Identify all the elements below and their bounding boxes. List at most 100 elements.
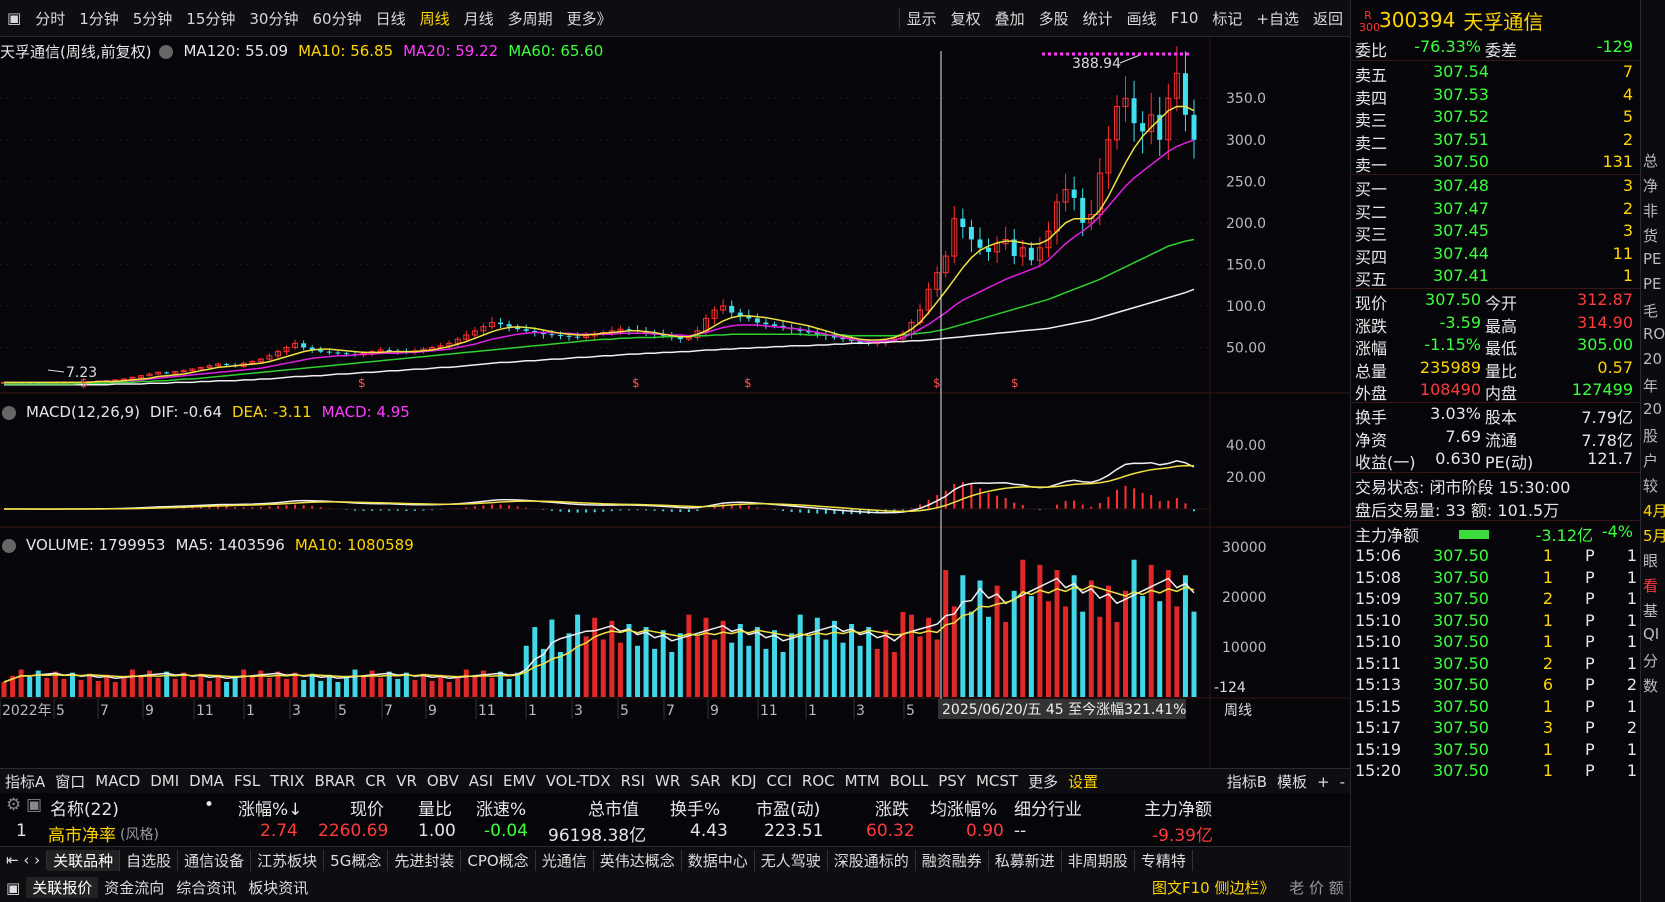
volume-bar [463,669,469,697]
col-pe[interactable]: 市盈(动) [756,800,821,820]
indicator-tab-15[interactable]: WR [654,772,681,790]
col-diff[interactable]: 涨跌 [875,800,909,820]
indicator-tab-25[interactable]: 设置 [1068,772,1099,791]
f10-sidebar-link[interactable]: 图文F10 侧边栏》 [1152,879,1275,897]
settings-gear-icon[interactable]: ⚙ [6,795,22,815]
sector-tab-14[interactable]: 非周期股 [1062,849,1135,871]
period-tab-9[interactable]: 多周期 [507,9,553,28]
col-turnover[interactable]: 换手% [670,800,721,820]
sidebar-edge[interactable]: 总净非货 PE PE 毛 RO 20 年 20 股户较 4月 5月眼看基 QI 分数 [1640,0,1665,902]
indicator-tab-18[interactable]: CCI [766,772,792,790]
period-tab-4[interactable]: 30分钟 [249,9,299,28]
action-button-9[interactable]: 返回 [1312,9,1343,28]
action-button-2[interactable]: 叠加 [994,9,1025,28]
action-button-0[interactable]: 显示 [898,7,944,29]
indicator-tab-3[interactable]: DMI [150,772,180,790]
indicator-tab-9[interactable]: VR [396,772,417,790]
sector-tab-8[interactable]: 英伟达概念 [594,849,682,871]
kline-chart-svg[interactable]: 350.0 300.0 250.0 200.0 150.0 100.0 50.00 40.00… [0,37,1350,767]
action-button-6[interactable]: F10 [1170,9,1199,27]
sector-nav-left-icon[interactable]: ⇤ ‹ › [0,851,48,869]
indicator-tab-23[interactable]: MCST [975,772,1019,790]
info-menu-icon[interactable]: ▣ [6,878,21,897]
col-price[interactable]: 现价 [350,800,384,820]
period-tab-0[interactable]: 分时 [35,9,66,28]
period-tab-1[interactable]: 1分钟 [79,9,119,28]
volume-bar [1105,585,1111,697]
indicator-tab-11[interactable]: ASI [468,772,493,790]
sector-tab-0[interactable]: 关联品种 [47,849,121,871]
col-avg-change[interactable]: 均涨幅% [930,800,998,820]
legend-toggle-icon[interactable] [159,45,174,59]
action-button-3[interactable]: 多股 [1038,9,1069,28]
period-tab-2[interactable]: 5分钟 [132,9,173,28]
sector-tab-7[interactable]: 光通信 [536,849,594,871]
sector-tab-13[interactable]: 私募新进 [989,849,1062,871]
sector-tab-4[interactable]: 5G概念 [324,849,389,871]
volume-toggle-icon[interactable] [2,539,16,553]
row-name[interactable]: 高市净率 [48,826,116,846]
list-layout-icon[interactable]: ▣ [26,795,43,815]
action-button-5[interactable]: 画线 [1126,9,1157,28]
period-tab-3[interactable]: 15分钟 [186,9,236,28]
sector-tab-10[interactable]: 无人驾驶 [755,849,828,871]
sector-tab-12[interactable]: 融资融券 [916,849,989,871]
col-speed[interactable]: 涨速% [476,800,527,820]
indicator-tab-22[interactable]: PSY [938,772,966,790]
kline-chart-area[interactable]: 350.0 300.0 250.0 200.0 150.0 100.0 50.00 40.00… [0,37,1350,767]
indicator-tab-10[interactable]: OBV [426,772,459,790]
info-tab-3[interactable]: 板块资讯 [248,879,309,897]
indicator-tab-6[interactable]: TRIX [270,772,305,790]
action-button-7[interactable]: 标记 [1212,9,1243,28]
indicator-right-2[interactable]: + [1317,772,1330,791]
action-button-1[interactable]: 复权 [950,9,981,28]
indicator-tab-5[interactable]: FSL [233,772,261,790]
indicator-tab-2[interactable]: MACD [95,772,141,790]
indicator-right-3[interactable]: - [1339,772,1345,791]
col-change-pct[interactable]: 涨幅%↓ [238,800,303,820]
macd-toggle-icon[interactable] [2,406,16,420]
indicator-tab-13[interactable]: VOL-TDX [545,772,611,790]
info-tab-2[interactable]: 综合资讯 [176,879,237,897]
indicator-tab-21[interactable]: BOLL [889,772,929,790]
sector-tab-15[interactable]: 专精特 [1135,849,1193,871]
indicator-tab-12[interactable]: EMV [503,772,536,790]
sector-tab-1[interactable]: 自选股 [120,849,179,871]
sector-tab-6[interactable]: CPO概念 [461,849,536,871]
col-market-cap[interactable]: 总市值 [588,800,639,820]
period-tab-6[interactable]: 日线 [375,9,406,28]
sector-tab-3[interactable]: 江苏板块 [251,849,325,871]
indicator-tab-14[interactable]: RSI [620,772,645,790]
indicator-tab-0[interactable]: 指标A [5,772,46,791]
period-tab-5[interactable]: 60分钟 [312,9,362,28]
action-button-8[interactable]: +自选 [1256,9,1299,28]
indicator-right-0[interactable]: 指标B [1226,772,1267,791]
indicator-tab-16[interactable]: SAR [690,772,721,790]
sector-tab-5[interactable]: 先进封装 [388,849,462,871]
col-volume-ratio[interactable]: 量比 [418,800,452,820]
sector-tab-11[interactable]: 深股通标的 [828,849,916,871]
indicator-tab-7[interactable]: BRAR [314,772,356,790]
action-button-4[interactable]: 统计 [1082,9,1113,28]
period-tab-10[interactable]: 更多》 [566,9,612,28]
volume-bar [797,614,803,697]
info-tab-0[interactable]: 关联报价 [26,877,99,898]
indicator-right-1[interactable]: 模板 [1276,772,1307,791]
indicator-tab-19[interactable]: ROC [801,772,835,790]
window-menu-icon[interactable]: ▣ [7,9,22,27]
indicator-tab-20[interactable]: MTM [844,772,880,790]
col-industry[interactable]: 细分行业 [1014,800,1082,820]
indicator-tab-1[interactable]: 窗口 [55,772,86,791]
indicator-tab-24[interactable]: 更多 [1028,772,1059,791]
indicator-tab-17[interactable]: KDJ [730,772,757,790]
indicator-tab-4[interactable]: DMA [189,772,224,790]
period-tab-8[interactable]: 月线 [463,9,494,28]
sector-tab-2[interactable]: 通信设备 [178,849,252,871]
col-main-net[interactable]: 主力净额 [1144,800,1212,820]
col-name[interactable]: 名称(22) [50,800,119,820]
sector-tab-9[interactable]: 数据中心 [682,849,755,871]
indicator-tab-8[interactable]: CR [365,772,387,790]
period-tab-7[interactable]: 周线 [419,9,450,28]
list-item[interactable]: 1 高市净率 (风格) 2.74 2260.69 1.00 -0.04 9619… [0,819,1350,846]
info-tab-1[interactable]: 资金流向 [104,879,165,897]
